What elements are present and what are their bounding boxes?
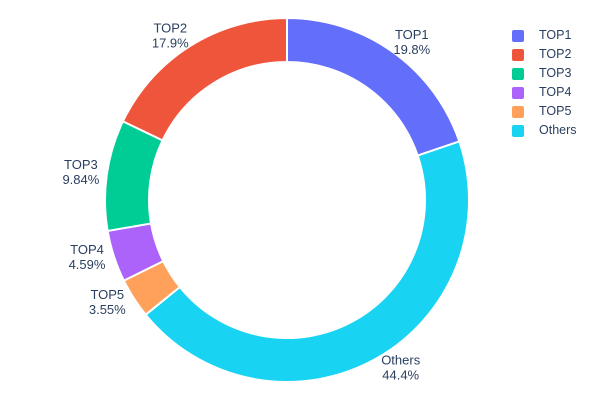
- legend-item-top5[interactable]: TOP5: [512, 102, 577, 121]
- pie-slice-top1[interactable]: [286, 17, 461, 157]
- pie-slice-top3[interactable]: [104, 120, 164, 232]
- legend-item-label: TOP1: [539, 28, 572, 42]
- slice-label-top4: TOP4 4.59%: [69, 242, 106, 272]
- slice-label-top2: TOP2 17.9%: [152, 20, 189, 50]
- legend-item-top1[interactable]: TOP1: [512, 26, 577, 45]
- legend-swatch-icon: [512, 29, 524, 42]
- legend-item-label: TOP5: [539, 104, 572, 118]
- legend-swatch-icon: [512, 105, 524, 118]
- pie-slice-top2[interactable]: [121, 17, 288, 142]
- legend-swatch-icon: [512, 48, 524, 61]
- legend-swatch-icon: [512, 86, 524, 99]
- legend-swatch-icon: [512, 124, 524, 137]
- legend-item-top4[interactable]: TOP4: [512, 83, 577, 102]
- legend-item-label: TOP2: [539, 47, 572, 61]
- legend-item-top3[interactable]: TOP3: [512, 64, 577, 83]
- pie-slice-others[interactable]: [144, 140, 470, 383]
- legend-item-label: TOP3: [539, 66, 572, 80]
- slice-label-top1: TOP1 19.8%: [393, 27, 430, 57]
- legend: TOP1 TOP2 TOP3 TOP4 TOP5 Others: [512, 26, 577, 140]
- legend-item-top2[interactable]: TOP2: [512, 45, 577, 64]
- slice-label-others: Others 44.4%: [381, 353, 421, 383]
- legend-swatch-icon: [512, 67, 524, 80]
- slice-label-top5: TOP5 3.55%: [89, 287, 126, 317]
- legend-item-label: TOP4: [539, 85, 572, 99]
- legend-item-label: Others: [539, 123, 577, 137]
- slice-label-top3: TOP3 9.84%: [62, 157, 99, 187]
- legend-item-others[interactable]: Others: [512, 121, 577, 140]
